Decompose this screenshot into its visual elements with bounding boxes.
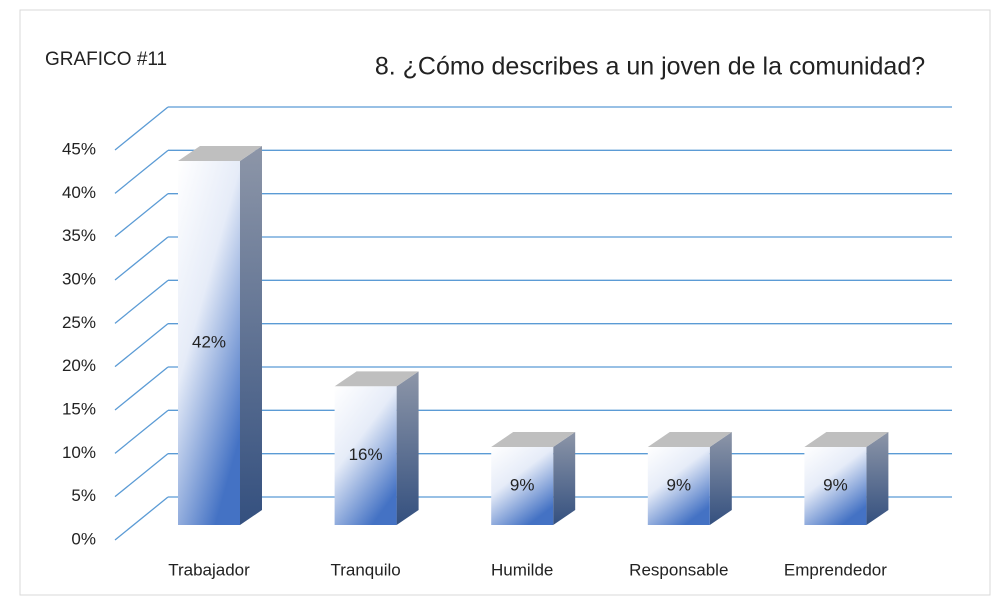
bar [491,447,554,525]
y-tick-label: 45% [62,139,96,158]
grid-diagonal [114,496,169,541]
x-tick-label: Emprendedor [784,560,887,579]
grid-diagonal [114,366,169,411]
data-label: 9% [510,475,535,494]
data-label: 16% [349,445,383,464]
bar-side [709,432,732,525]
grid-diagonal [114,409,169,454]
x-tick-label: Humilde [491,560,553,579]
bar-side [553,432,576,525]
grid-diagonal [114,279,169,324]
grid-diagonal [114,193,169,238]
bar-side [866,432,889,525]
data-label: 9% [667,475,692,494]
grid-diagonal [114,323,169,368]
y-tick-label: 10% [62,443,96,462]
bar-top [491,432,576,447]
bar [178,161,240,525]
bar-side [240,146,262,525]
bar [334,386,397,525]
y-tick-label: 35% [62,226,96,245]
bar-top [334,371,419,387]
x-tick-label: Responsable [629,560,728,579]
y-tick-label: 20% [62,356,96,375]
grid-diagonal [114,149,169,194]
chart-title: 8. ¿Cómo describes a un joven de la comu… [375,53,925,81]
bar-top [647,432,732,447]
data-label: 42% [192,332,226,351]
bar-top [804,432,889,447]
bar-top [178,146,262,161]
grid-diagonal [114,453,169,498]
grid-diagonal [114,106,169,151]
y-tick-label: 30% [62,269,96,288]
grid-diagonal [114,236,169,281]
chart-border [19,9,991,596]
bar-side [396,371,419,525]
y-tick-label: 25% [62,313,96,332]
data-label: 9% [823,475,848,494]
y-tick-label: 15% [62,399,96,418]
y-tick-label: 5% [71,486,96,505]
x-tick-label: Tranquilo [330,560,400,579]
y-tick-label: 40% [62,183,96,202]
bar [647,447,710,525]
y-tick-label: 0% [71,529,96,548]
annotation: GRAFICO #11 [45,49,167,70]
x-tick-label: Trabajador [168,560,250,579]
bar [804,447,867,525]
